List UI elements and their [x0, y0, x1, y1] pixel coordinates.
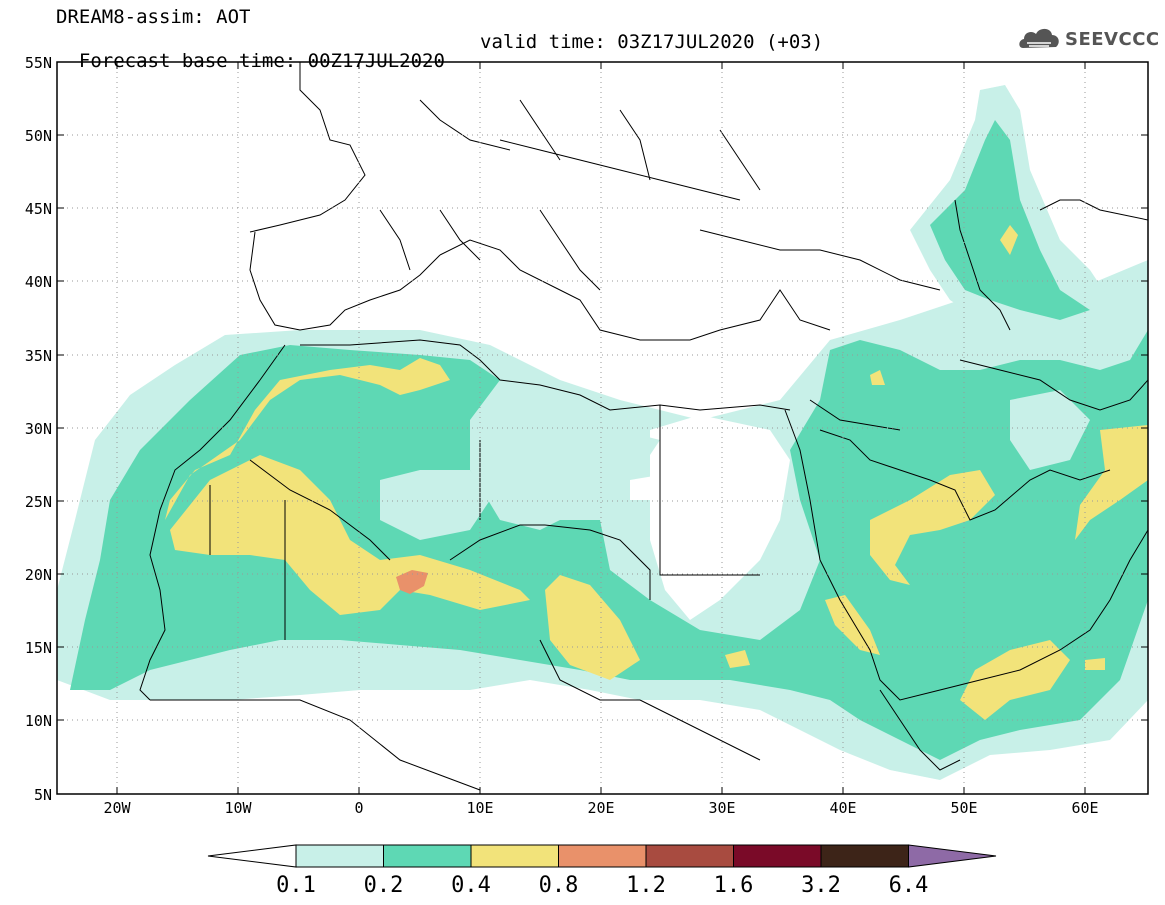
lat-label: 55N	[24, 54, 52, 72]
aot-band-high-eritrea	[825, 595, 880, 655]
lon-label: 20W	[103, 799, 131, 817]
colorbar-swatch-4	[558, 844, 647, 868]
base-time: Forecast base time: 00Z17JUL2020	[78, 50, 445, 72]
lon-label: 40E	[829, 799, 857, 817]
colorbar	[207, 844, 997, 868]
colorbar-swatch-5	[645, 844, 734, 868]
aot-band-mid-north	[930, 120, 1090, 320]
lat-label: 15N	[24, 639, 52, 657]
colorbar-label: 1.2	[626, 873, 666, 898]
lon-label: 60E	[1071, 799, 1099, 817]
colorbar-swatch-2	[383, 844, 472, 868]
aot-band-high-arabia	[870, 470, 995, 585]
colorbar-label: 0.4	[451, 873, 491, 898]
colorbar-label: 3.2	[801, 873, 841, 898]
colorbar-label: 0.1	[276, 873, 316, 898]
lat-label: 10N	[24, 712, 52, 730]
colorbar-upper-arrow	[908, 844, 997, 868]
lon-label: 0	[354, 799, 364, 817]
lat-label: 35N	[24, 347, 52, 365]
cloud-icon	[1019, 28, 1059, 48]
map-title: DREAM8-assim: AOT	[56, 6, 251, 28]
aot-band-high-west	[165, 358, 450, 520]
lat-label: 20N	[24, 566, 52, 584]
seevccc-logo: SEEVCCC	[1017, 24, 1160, 54]
aot-band-high-sahara	[170, 455, 530, 615]
lat-label: 40N	[24, 273, 52, 291]
colorbar-swatch-1	[295, 844, 384, 868]
aot-band-high-aral	[1000, 225, 1018, 255]
colorbar-swatch-3	[470, 844, 559, 868]
lat-label: 25N	[24, 493, 52, 511]
colorbar-swatch-6	[733, 844, 822, 868]
colorbar-label: 6.4	[888, 873, 929, 898]
aot-band-high-pakistan	[1075, 425, 1148, 540]
lat-label: 50N	[24, 127, 52, 145]
colorbar-swatch-7	[820, 844, 909, 868]
aot-peak	[396, 570, 428, 594]
colorbar-lower-arrow	[207, 844, 297, 868]
lon-label: 10E	[466, 799, 494, 817]
aot-band-high-yemen	[960, 640, 1070, 720]
lat-label: 45N	[24, 200, 52, 218]
lon-label: 10W	[224, 799, 252, 817]
aot-band-high-chad	[545, 575, 640, 680]
colorbar-label: 1.6	[713, 873, 754, 898]
lat-label: 30N	[24, 420, 52, 438]
lon-label: 50E	[950, 799, 978, 817]
forecast-times: Forecast base time: 00Z17JUL2020 valid t…	[56, 33, 823, 90]
lon-label: 30E	[708, 799, 736, 817]
logo-text: SEEVCCC	[1065, 29, 1160, 50]
colorbar-label: 0.8	[538, 873, 579, 898]
valid-time: valid time: 03Z17JUL2020 (+03)	[480, 31, 824, 53]
colorbar-label: 0.2	[363, 873, 404, 898]
lon-label: 20E	[587, 799, 615, 817]
lat-label: 5N	[33, 786, 52, 804]
